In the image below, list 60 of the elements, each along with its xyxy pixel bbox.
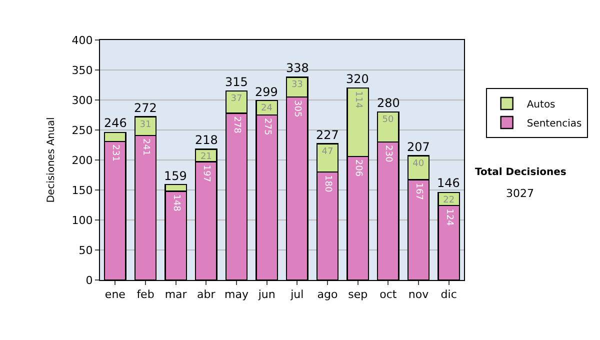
- legend-label: Sentencias: [526, 118, 582, 130]
- data-label: 275: [262, 118, 272, 136]
- x-tick-label: dic: [440, 288, 457, 302]
- x-tick-label: ago: [317, 288, 338, 302]
- data-label: 278: [232, 116, 242, 134]
- total-label: 338: [286, 61, 309, 75]
- x-tick-label: nov: [408, 288, 430, 302]
- data-label: 24: [260, 104, 273, 114]
- data-label: 21: [200, 152, 212, 162]
- data-label: 305: [292, 100, 302, 118]
- x-tick-label: abr: [197, 288, 216, 302]
- x-tick-label: feb: [136, 288, 154, 302]
- y-tick-label: 150: [72, 184, 93, 197]
- y-tick-label: 250: [72, 124, 93, 137]
- x-tick-label: may: [224, 288, 249, 302]
- total-label: 280: [377, 96, 400, 110]
- legend-label: Autos: [526, 99, 556, 110]
- y-tick-label: 50: [78, 244, 93, 257]
- total-label: 227: [316, 128, 339, 142]
- total-label: 146: [437, 176, 460, 190]
- x-tick-label: mar: [164, 288, 188, 302]
- data-label: 47: [322, 146, 334, 157]
- x-tick-label: jul: [290, 288, 304, 302]
- y-tick-label: 300: [72, 94, 93, 107]
- total-label: 207: [407, 140, 430, 154]
- y-tick-label: 0: [86, 274, 93, 287]
- x-tick-label: oct: [380, 288, 398, 302]
- data-label: 33: [291, 80, 303, 90]
- total-label: 315: [225, 75, 248, 89]
- total-label: 299: [255, 85, 278, 99]
- data-label: 114: [352, 91, 363, 108]
- data-label: 241: [140, 138, 150, 156]
- y-tick-label: 400: [72, 34, 93, 47]
- total-label: 272: [134, 101, 157, 115]
- data-label: 22: [443, 195, 455, 206]
- data-label: 37: [230, 94, 242, 104]
- data-label: 148: [170, 194, 181, 212]
- total-label: 159: [164, 169, 187, 183]
- data-label: 231: [110, 144, 120, 162]
- text: 3027: [506, 187, 534, 200]
- data-label: 167: [414, 182, 424, 200]
- y-tick-label: 200: [72, 154, 93, 167]
- data-label: 197: [201, 164, 212, 182]
- x-tick-label: sep: [348, 288, 368, 302]
- x-tick-label: jun: [257, 288, 276, 302]
- data-label: 50: [382, 115, 394, 125]
- y-tick-label: 100: [72, 214, 93, 227]
- data-label: 180: [322, 175, 332, 192]
- total-label: 320: [346, 72, 369, 86]
- data-label: 206: [352, 159, 363, 177]
- data-label: 31: [140, 120, 152, 130]
- total-label: 246: [104, 116, 127, 130]
- y-axis-title: Decisiones Anual: [46, 117, 57, 203]
- text: Total Decisiones: [475, 167, 566, 178]
- x-tick-label: ene: [104, 288, 126, 302]
- total-label: 218: [195, 133, 218, 147]
- data-label: 40: [412, 158, 424, 169]
- y-tick-label: 350: [72, 64, 93, 77]
- data-label: 230: [383, 145, 394, 162]
- data-label: 124: [444, 208, 454, 226]
